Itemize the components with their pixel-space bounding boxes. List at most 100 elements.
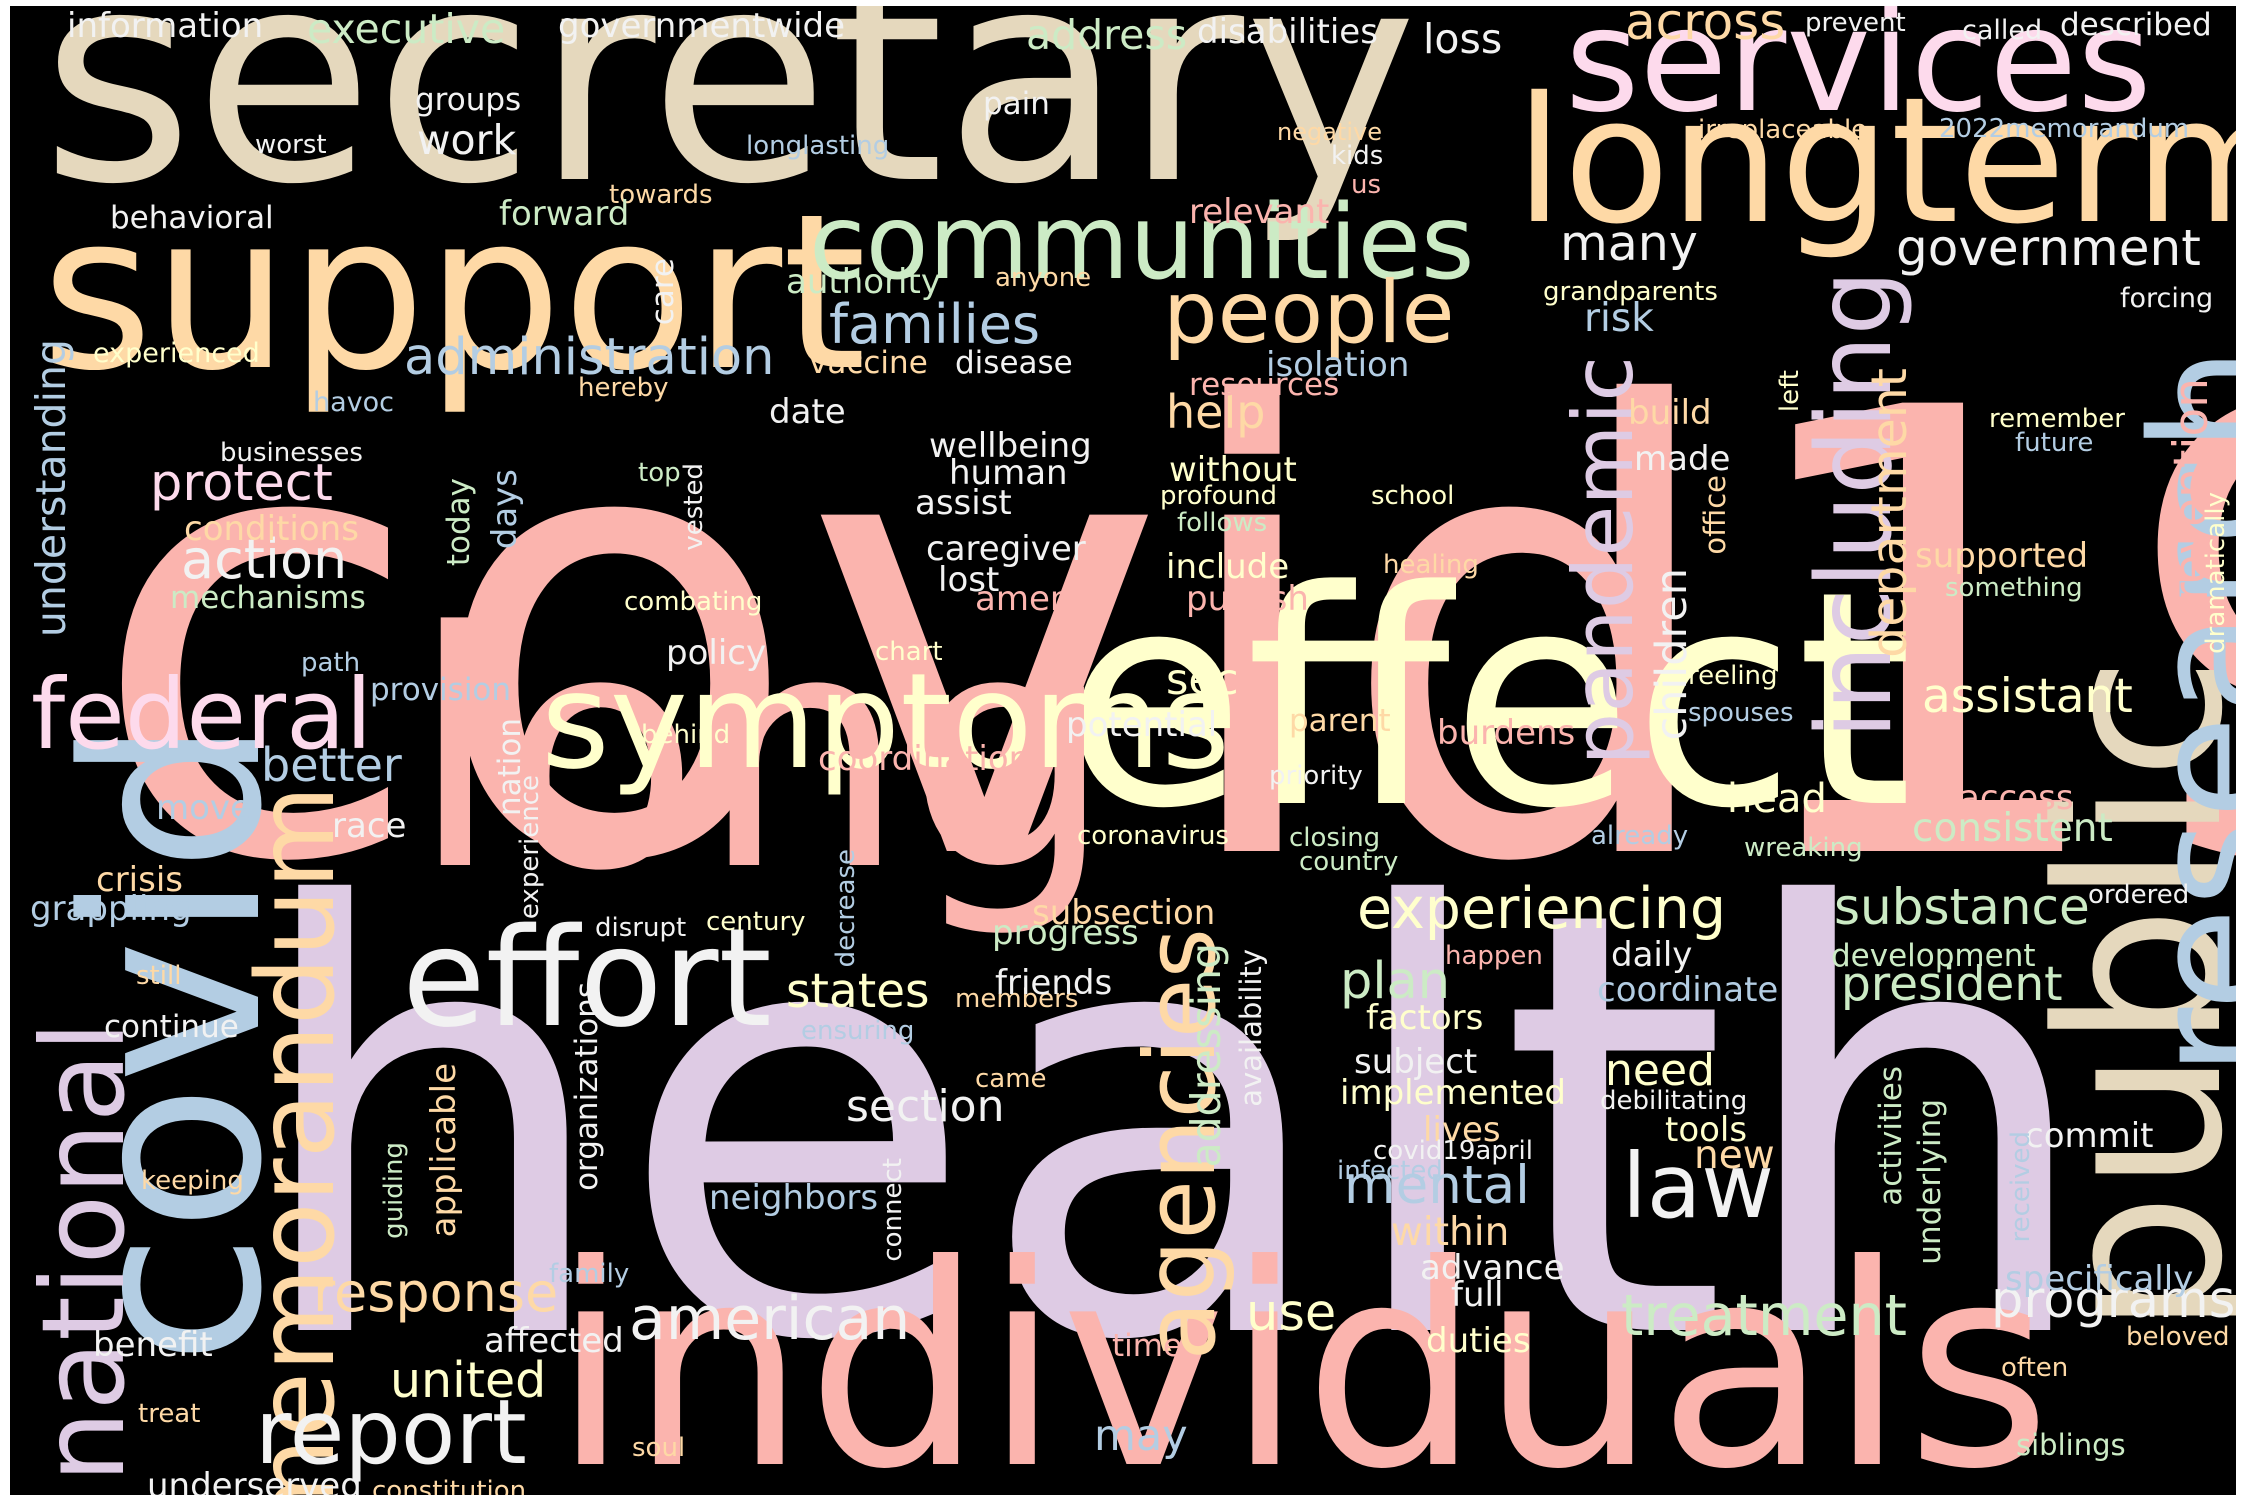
- word-cloud-word: build: [1628, 393, 1712, 433]
- word-cloud-word: priority: [1269, 761, 1363, 791]
- word-cloud-word: disrupt: [595, 913, 687, 943]
- word-cloud-word: called: [1962, 15, 2043, 46]
- word-cloud-word: towards: [609, 180, 713, 210]
- word-cloud-word: development: [1831, 938, 2036, 974]
- word-cloud-word: coordinate: [1597, 970, 1779, 1010]
- word-cloud-word: move: [156, 788, 251, 828]
- word-cloud-word: mechanisms: [170, 580, 366, 616]
- word-cloud-word: days: [485, 469, 525, 550]
- word-cloud-word: assist: [915, 483, 1012, 523]
- word-cloud-word: health: [245, 787, 2100, 1469]
- word-cloud-word: described: [2060, 7, 2212, 43]
- word-cloud-word: disease: [955, 345, 1073, 381]
- word-cloud-word: response: [313, 1261, 559, 1324]
- word-cloud-word: already: [1591, 821, 1689, 851]
- word-cloud-word: care: [645, 258, 681, 326]
- word-cloud-word: administration: [404, 328, 775, 387]
- word-cloud-word: united: [390, 1352, 547, 1409]
- word-cloud-word: mental: [1344, 1155, 1530, 1216]
- word-cloud-word: connect: [878, 1158, 908, 1262]
- word-cloud-word: guiding: [379, 1142, 409, 1239]
- word-cloud-word: came: [975, 1064, 1047, 1094]
- word-cloud-word: hereby: [578, 373, 669, 403]
- word-cloud-word: activities: [1873, 1066, 1909, 1206]
- word-cloud-word: anyone: [995, 263, 1092, 293]
- word-cloud-word: support: [41, 167, 867, 418]
- word-cloud-word: something: [1945, 573, 2083, 603]
- word-cloud-word: subject: [1354, 1042, 1478, 1082]
- word-cloud-word: dramatically: [2201, 492, 2231, 654]
- word-cloud-word: coordination: [818, 739, 1031, 779]
- word-cloud-word: coronavirus: [1077, 821, 1229, 851]
- word-cloud-word: factors: [1366, 998, 1484, 1038]
- word-cloud-word: healing: [1383, 550, 1479, 580]
- word-cloud-word: pain: [983, 86, 1050, 122]
- word-cloud-word: beloved: [2126, 1322, 2230, 1352]
- word-cloud-word: irreplaceable: [1698, 115, 1868, 145]
- word-cloud-word: communities: [809, 183, 1475, 303]
- word-cloud-word: underserved: [147, 1466, 362, 1495]
- word-cloud-word: received: [2006, 1131, 2036, 1243]
- word-cloud-word: top: [638, 458, 681, 488]
- word-cloud-word: long: [410, 562, 1114, 942]
- word-cloud-word: secretary: [41, 6, 1418, 249]
- word-cloud-word: substance: [1834, 878, 2090, 936]
- word-cloud-word: chart: [875, 637, 943, 667]
- word-cloud-word: us: [1351, 170, 1382, 200]
- word-cloud-word: government: [1896, 219, 2201, 277]
- word-cloud-word: wreaking: [1744, 833, 1863, 863]
- word-cloud-word: information: [67, 6, 264, 46]
- word-cloud-word: action: [181, 528, 348, 591]
- word-cloud-word: covid19: [88, 281, 2236, 997]
- word-cloud-word: still: [136, 961, 182, 991]
- word-cloud-word: century: [706, 907, 806, 937]
- word-cloud-word: family: [549, 1259, 630, 1289]
- word-cloud-word: department: [1861, 368, 1918, 658]
- word-cloud-word: grappling: [30, 889, 192, 929]
- word-cloud-word: wellbeing: [929, 426, 1092, 466]
- word-cloud-word: without: [1169, 450, 1297, 490]
- word-cloud-word: isolation: [1266, 345, 1410, 385]
- word-cloud-word: underlying: [1912, 1099, 1948, 1265]
- word-cloud-word: individuals: [552, 1205, 2052, 1495]
- word-cloud-word: reeling: [1688, 661, 1778, 691]
- word-cloud-word: experienced: [93, 338, 260, 369]
- word-cloud-word: members: [955, 984, 1079, 1014]
- word-cloud-word: services: [1565, 6, 2152, 144]
- word-cloud-word: president: [1841, 957, 2063, 1012]
- word-cloud-word: forcing: [2120, 283, 2214, 314]
- word-cloud-word: conditions: [184, 509, 359, 549]
- word-cloud-word: businesses: [220, 438, 363, 468]
- word-cloud-word: forward: [499, 194, 630, 234]
- word-cloud-word: human: [949, 453, 1068, 493]
- word-cloud-word: advance: [1420, 1248, 1565, 1288]
- word-cloud-word: time: [1112, 1328, 1183, 1364]
- word-cloud-word: consistent: [1912, 806, 2113, 851]
- word-cloud-word: prevent: [1805, 8, 1906, 38]
- word-cloud-word: burdens: [1437, 713, 1576, 753]
- word-cloud-word: duties: [1426, 1321, 1531, 1361]
- word-cloud-word: american: [629, 1284, 911, 1354]
- word-cloud-word: soul: [632, 1433, 686, 1463]
- word-cloud-word: debilitating: [1600, 1086, 1748, 1116]
- word-cloud-word: national: [17, 1021, 150, 1484]
- word-cloud-word: crisis: [96, 860, 183, 900]
- word-cloud-word: spouses: [1688, 698, 1794, 728]
- word-cloud-word: publish: [1186, 579, 1309, 619]
- word-cloud-word: treat: [138, 1399, 201, 1429]
- word-cloud-word: symptoms: [541, 645, 1231, 799]
- word-cloud-word: closing: [1289, 823, 1381, 853]
- word-cloud-word: protect: [150, 454, 333, 513]
- word-cloud-word: effect: [1063, 528, 1913, 874]
- word-cloud-word: work: [417, 116, 517, 164]
- word-cloud-word: experiencing: [1357, 876, 1726, 942]
- word-cloud-word: havoc: [313, 387, 394, 418]
- word-cloud-word: organizations: [569, 982, 605, 1191]
- word-cloud-word: sec: [1166, 655, 1239, 705]
- word-cloud-word: policy: [666, 633, 767, 673]
- word-cloud-word: country: [1299, 847, 1399, 877]
- word-cloud-word: today: [441, 478, 477, 567]
- word-cloud-word: within: [1391, 1210, 1510, 1255]
